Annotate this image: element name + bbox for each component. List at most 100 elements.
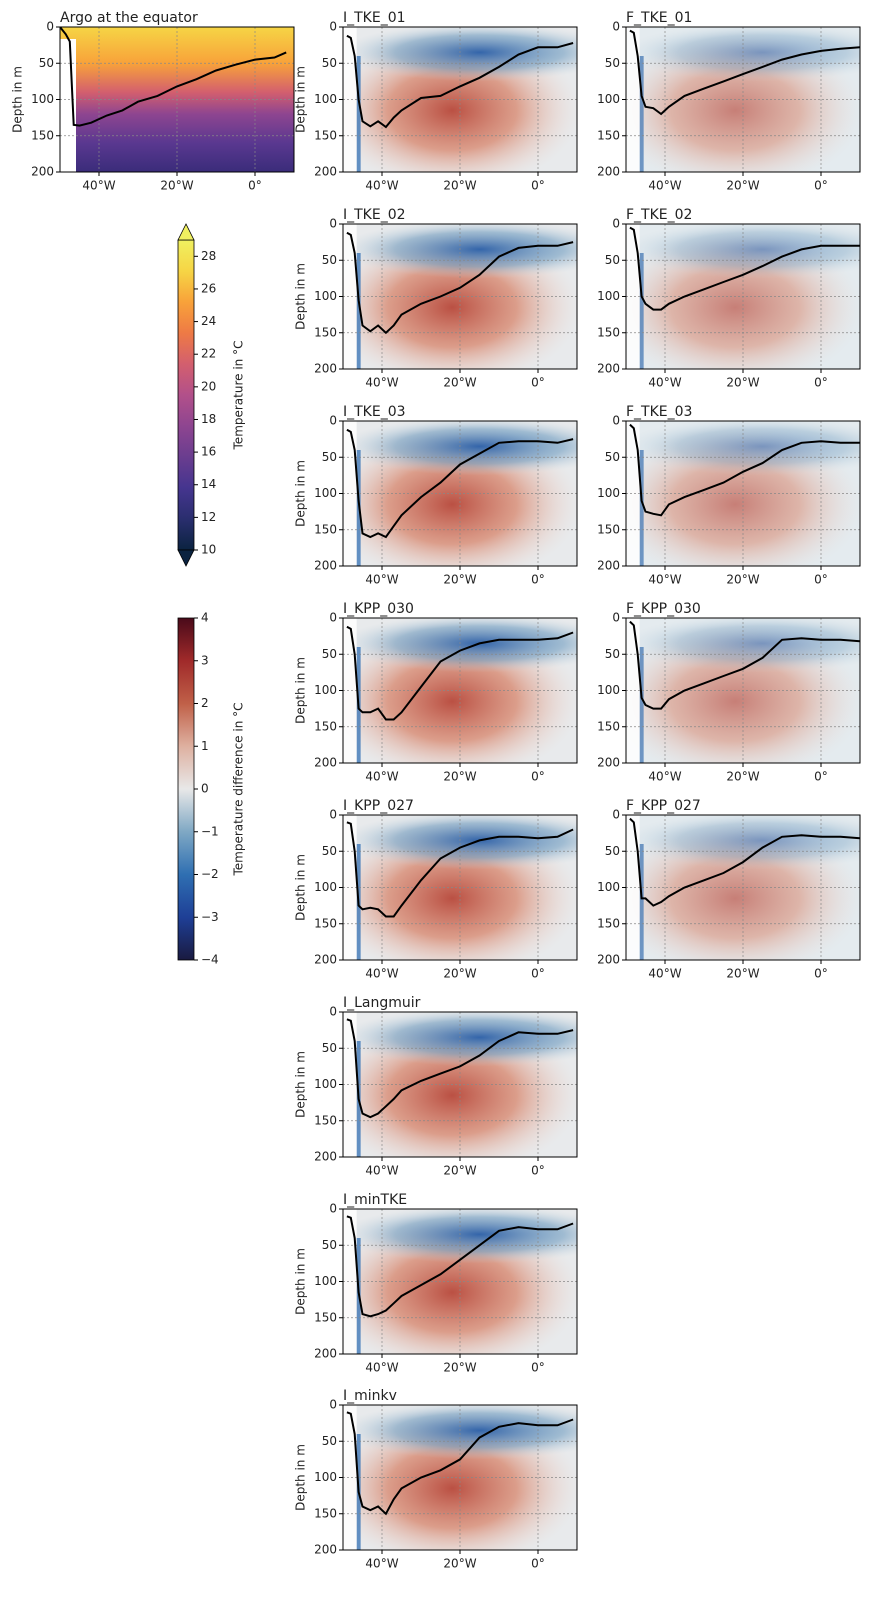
y-tick-label: 0 [329,20,337,34]
x-tick-label: 0° [531,1557,545,1571]
x-tick-label: 40°W [82,179,115,193]
x-tick-label: 20°W [443,1557,476,1571]
panel: I_minkv Depth in m 40°W 20°W 0° 0 50 100 150 200 [294,1388,578,1571]
y-tick-label: 100 [597,289,620,303]
y-tick-label: 200 [597,362,620,376]
y-tick-label: 200 [314,1347,337,1361]
panel-title: I_KPP_030 [343,601,414,617]
y-tick-label: 50 [39,56,54,70]
colorbar-label: Temperature in °C [232,341,246,451]
x-tick-label: 20°W [726,967,759,981]
cool-anomaly [343,1012,577,1067]
x-tick-label: 0° [531,967,545,981]
y-tick-label: 50 [322,253,337,267]
cool-anomaly [626,27,860,82]
x-tick-label: 40°W [648,573,681,587]
field [343,27,577,172]
colorbar-tick-label: −2 [201,867,219,881]
x-tick-label: 20°W [443,1164,476,1178]
plot-frame [625,617,861,764]
mixed-layer-line [629,620,860,710]
y-tick-label: 150 [597,916,620,930]
y-tick-label: 100 [314,486,337,500]
mixed-layer-line [60,27,287,127]
cool-anomaly [343,27,577,82]
x-tick-label: 0° [531,1361,545,1375]
cool-anomaly [343,618,577,673]
y-tick-label: 100 [31,92,54,106]
x-tick-label: 20°W [726,573,759,587]
panel-title: Argo at the equator [60,10,198,26]
panel: I_TKE_03 Depth in m 40°W 20°W 0° 0 50 100 150 200 [294,404,578,587]
x-tick-label: 0° [814,376,828,390]
west-edge [639,450,644,566]
panel: Argo at the equator Depth in m 40°W 20°W 0° 0… [11,10,295,193]
y-tick-label: 0 [612,611,620,625]
plot-frame [625,420,861,567]
colorbar-tick-label: −4 [201,953,219,967]
cool-anomaly [626,815,860,870]
panel-title: I_TKE_03 [343,404,406,420]
y-tick-label: 200 [597,165,620,179]
x-tick-label: 20°W [443,179,476,193]
y-tick-label: 150 [314,719,337,733]
y-tick-label: 200 [597,756,620,770]
west-edge [639,56,644,172]
field [343,421,577,566]
y-tick-label: 200 [31,165,54,179]
y-axis-label: Depth in m [294,657,308,724]
mixed-layer-line [629,29,860,116]
colorbar-tick-label: 10 [201,543,216,557]
cool-anomaly [343,224,577,279]
y-tick-label: 0 [46,20,54,34]
panel-title: F_TKE_02 [626,207,692,223]
cool-anomaly [343,421,577,476]
y-tick-label: 50 [605,647,620,661]
y-tick-label: 200 [314,362,337,376]
plot-frame [342,1011,578,1158]
y-tick-label: 0 [612,217,620,231]
colorbar-tick-label: 24 [201,314,216,328]
cool-anomaly [343,815,577,870]
mixed-layer-line [346,1215,574,1318]
y-tick-label: 50 [322,450,337,464]
y-tick-label: 50 [322,1238,337,1252]
x-tick-label: 40°W [365,1557,398,1571]
y-tick-label: 150 [597,522,620,536]
y-tick-label: 200 [314,953,337,967]
y-tick-label: 150 [314,1310,337,1324]
x-tick-label: 20°W [160,179,193,193]
field [626,421,860,566]
x-tick-label: 40°W [365,967,398,981]
no-data [343,27,357,172]
x-tick-label: 20°W [443,573,476,587]
panel: I_KPP_027 Depth in m 40°W 20°W 0° 0 50 100 150 20… [294,798,578,981]
y-tick-label: 200 [314,559,337,573]
no-data [343,1405,357,1550]
y-tick-label: 0 [612,808,620,822]
west-edge [356,1041,361,1157]
y-tick-label: 0 [329,611,337,625]
x-tick-label: 20°W [726,770,759,784]
colorbar-tick-label: 1 [201,739,209,753]
y-axis-label: Depth in m [11,66,25,133]
panel: I_TKE_02 Depth in m 40°W 20°W 0° 0 50 100 150 200 [294,207,578,390]
y-tick-label: 0 [329,414,337,428]
y-tick-label: 0 [329,1202,337,1216]
x-tick-label: 40°W [648,770,681,784]
mixed-layer-line [346,1411,574,1516]
x-tick-label: 40°W [365,770,398,784]
x-tick-label: 20°W [726,376,759,390]
colorbar-tick-label: 4 [201,611,209,625]
plot-frame [342,223,578,370]
panel-title: F_KPP_030 [626,601,701,617]
x-tick-label: 20°W [726,179,759,193]
west-edge [639,844,644,960]
x-tick-label: 40°W [365,1164,398,1178]
panel-title: F_TKE_01 [626,10,692,26]
field [343,815,577,960]
colorbar-fill [177,617,195,961]
west-edge [639,253,644,369]
field [343,224,577,369]
